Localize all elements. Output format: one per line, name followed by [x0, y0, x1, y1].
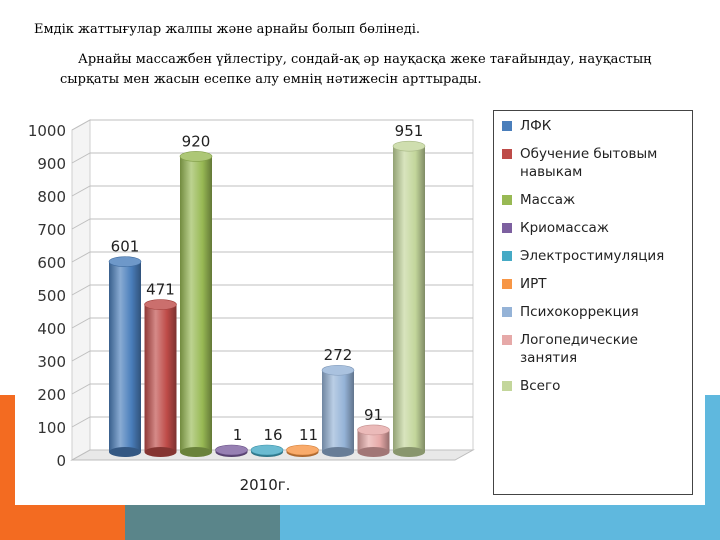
- bar-top: [250, 444, 284, 456]
- legend-swatch: [502, 195, 512, 205]
- bar-2: [144, 304, 177, 452]
- y-tick-label: 300: [37, 353, 66, 371]
- gridline: [71, 119, 473, 131]
- gridline: [71, 218, 473, 230]
- legend-item: Психокоррекция: [502, 303, 688, 321]
- bar-8: [357, 429, 390, 452]
- bar-top: [357, 424, 390, 436]
- legend-label: Криомассаж: [520, 220, 609, 236]
- y-tick-label: 200: [37, 386, 66, 404]
- gridline: [71, 350, 473, 362]
- y-tick-label: 1000: [28, 122, 66, 140]
- legend-label: Обучение бытовым навыкам: [520, 146, 658, 180]
- legend-swatch: [502, 381, 512, 391]
- legend-swatch: [502, 335, 512, 345]
- legend-label: Массаж: [520, 192, 576, 208]
- bar-top: [392, 140, 426, 152]
- bar-top: [144, 299, 177, 310]
- legend-label: ЛФК: [520, 118, 552, 134]
- legend-item: Криомассаж: [502, 219, 688, 237]
- legend-label: Логопедические занятия: [520, 332, 638, 366]
- bar-base: [109, 447, 141, 457]
- data-label: 601: [111, 238, 140, 256]
- data-label: 272: [324, 346, 353, 364]
- data-label: 11: [299, 426, 318, 444]
- y-tick-label: 600: [37, 254, 66, 272]
- chart-area: 0 100 200 300 400 500 600 700 800 900 1000 601 471 92…: [15, 105, 705, 505]
- legend-swatch: [502, 307, 512, 317]
- bar-3: [180, 156, 212, 452]
- bar-top: [215, 444, 248, 456]
- bar-top: [179, 151, 213, 162]
- chart-legend: ЛФК Обучение бытовым навыкам Массаж Криомас…: [493, 110, 693, 495]
- bar-base: [322, 447, 354, 457]
- legend-item: Логопедические занятия: [502, 331, 688, 367]
- y-tick-label: 800: [37, 188, 66, 206]
- data-label: 951: [395, 122, 424, 140]
- gridline: [71, 251, 473, 263]
- gridline: [71, 152, 473, 164]
- legend-item: Обучение бытовым навыкам: [502, 145, 688, 181]
- data-label: 16: [263, 426, 282, 444]
- chart-svg: 0 100 200 300 400 500 600 700 800 900 1000 601 471 92…: [28, 119, 475, 494]
- legend-swatch: [502, 251, 512, 261]
- legend-item: Массаж: [502, 191, 688, 209]
- page-heading: Емдік жаттығулар жалпы және арнайы болып…: [34, 22, 421, 37]
- y-tick-label: 700: [37, 221, 66, 239]
- legend-item: ЛФК: [502, 117, 688, 135]
- y-tick-label: 400: [37, 320, 66, 338]
- legend-swatch: [502, 279, 512, 289]
- bar-base: [180, 447, 212, 457]
- bar-top: [108, 256, 142, 267]
- data-label: 471: [146, 281, 175, 299]
- y-tick-label: 0: [56, 452, 66, 470]
- bar-base: [393, 447, 425, 457]
- x-tick-label: 2010г.: [240, 476, 291, 494]
- legend-item: Электростимуляция: [502, 247, 688, 265]
- bar-base: [144, 447, 177, 457]
- data-label: 1: [233, 426, 243, 444]
- gridline: [71, 284, 473, 296]
- y-tick-label: 500: [37, 287, 66, 305]
- legend-swatch: [502, 223, 512, 233]
- legend-swatch: [502, 149, 512, 159]
- bar-7: [322, 370, 354, 452]
- bar-9: [393, 146, 425, 453]
- bar-base: [357, 447, 390, 457]
- bar-top: [286, 444, 319, 456]
- y-tick-label: 100: [37, 419, 66, 437]
- bar-top: [321, 364, 355, 376]
- legend-swatch: [502, 121, 512, 131]
- legend-item: ИРТ: [502, 275, 688, 293]
- legend-label: Психокоррекция: [520, 304, 639, 320]
- data-label: 91: [364, 406, 383, 424]
- legend-label: Всего: [520, 378, 561, 394]
- data-label: 920: [182, 132, 211, 150]
- legend-item: Всего: [502, 377, 688, 395]
- y-tick-label: 900: [37, 155, 66, 173]
- page-paragraph: Арнайы массажбен үйлестіру, сондай-ақ әр…: [60, 52, 652, 87]
- legend-label: Электростимуляция: [520, 248, 665, 264]
- gridline: [71, 317, 473, 329]
- legend-label: ИРТ: [520, 276, 547, 292]
- gridline: [71, 185, 473, 197]
- bar-1: [109, 261, 141, 452]
